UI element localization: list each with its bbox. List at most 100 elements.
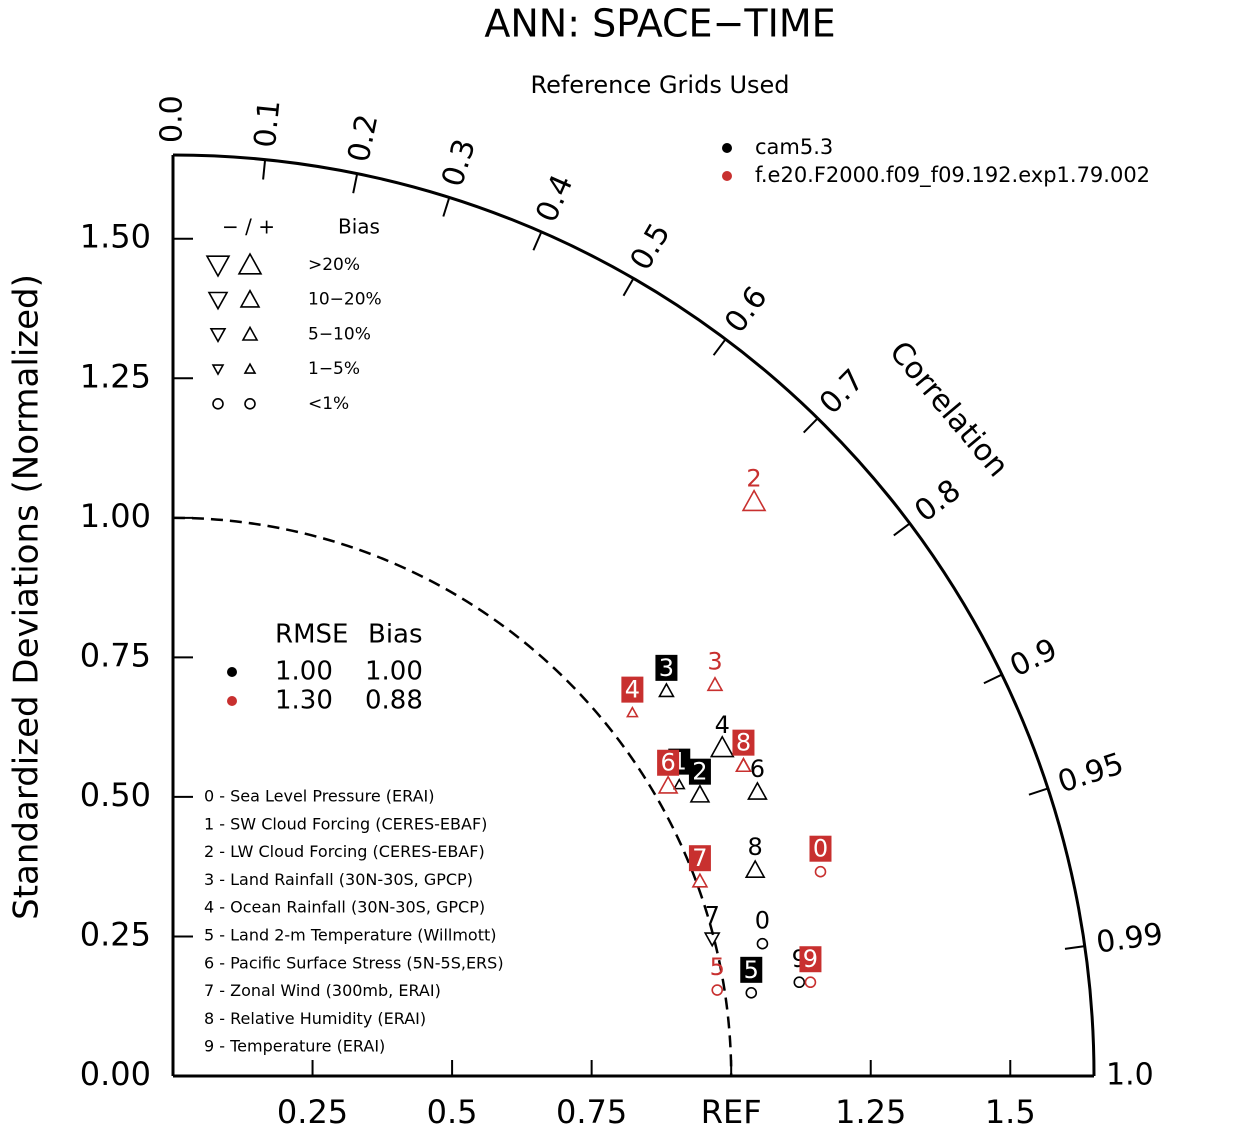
label-box — [740, 956, 763, 983]
marker — [237, 252, 263, 275]
corr-tick — [262, 159, 267, 180]
ref-arc — [172, 516, 733, 1077]
legend-dot — [722, 143, 732, 153]
stats-header: RMSE — [275, 620, 348, 650]
marker — [709, 735, 735, 758]
marker — [207, 291, 229, 311]
point-label: 2 — [692, 758, 707, 786]
marker — [691, 872, 709, 888]
corr-tick — [983, 673, 1003, 685]
marker — [657, 775, 679, 794]
variable-entry: 6 - Pacific Surface Stress (5N-5S,ERS) — [204, 953, 504, 972]
corr-tick-label: 0.1 — [248, 98, 288, 149]
point-label: 8 — [736, 729, 751, 757]
label-box — [688, 845, 711, 872]
point-label: 9 — [803, 945, 818, 973]
point-label: 7 — [692, 844, 707, 872]
y-tick-label: 0.75 — [80, 636, 151, 674]
y-tick-label: 0.50 — [80, 776, 151, 814]
point-label: 0 — [755, 907, 770, 935]
marker — [706, 676, 724, 692]
x-tick-label: 1.25 — [835, 1093, 906, 1131]
label-box — [809, 835, 832, 862]
x-tick-label: 1.5 — [985, 1093, 1036, 1131]
bias-category: 5−10% — [308, 324, 371, 344]
corr-tick — [1064, 945, 1085, 950]
marker — [744, 859, 766, 879]
y-tick-label: 0.00 — [80, 1055, 151, 1093]
y-tick-label: 0.25 — [80, 915, 151, 953]
variable-entry: 0 - Sea Level Pressure (ERAI) — [204, 787, 434, 806]
chart-title: ANN: SPACE−TIME — [484, 2, 835, 46]
marker — [711, 984, 724, 996]
marker — [703, 932, 721, 948]
stats-value: 1.00 — [275, 657, 333, 687]
variable-entry: 3 - Land Rainfall (30N-30S, GPCP) — [204, 870, 473, 889]
corr-tick — [802, 417, 819, 434]
legend-label: cam5.3 — [755, 135, 833, 159]
corr-tick — [893, 522, 911, 537]
point-label: 3 — [707, 648, 722, 676]
marker — [735, 757, 752, 773]
point-label: 4 — [625, 676, 640, 704]
corr-tick-label: 0.9 — [1005, 632, 1063, 684]
bias-sign-header: − / + — [222, 215, 275, 239]
marker — [804, 976, 817, 989]
point-label: 8 — [748, 833, 763, 861]
corr-tick-label: 0.95 — [1054, 746, 1128, 800]
point-label: 4 — [715, 711, 730, 739]
point-label: 6 — [750, 755, 765, 783]
variable-entry: 8 - Relative Humidity (ERAI) — [204, 1009, 426, 1028]
marker — [211, 364, 225, 376]
marker — [241, 325, 259, 341]
corr-tick-label: 1.0 — [1106, 1058, 1154, 1093]
stats-value: 1.00 — [365, 657, 423, 687]
marker — [741, 488, 767, 512]
variable-entry: 1 - SW Cloud Forcing (CERES-EBAF) — [204, 814, 487, 833]
label-box — [657, 749, 680, 776]
variable-entry: 5 - Land 2-m Temperature (Willmott) — [204, 926, 497, 945]
corr-tick-label: 0.4 — [529, 170, 580, 228]
variable-entry: 9 - Temperature (ERAI) — [204, 1037, 385, 1056]
stats-dot — [227, 696, 237, 706]
legend-dot — [722, 171, 732, 181]
point-label: 3 — [659, 654, 674, 682]
corr-tick-label: 0.99 — [1094, 917, 1165, 961]
x-tick-label: REF — [701, 1093, 762, 1131]
label-box — [732, 729, 755, 756]
bias-header: Bias — [338, 215, 380, 239]
marker — [793, 976, 806, 989]
corr-tick — [352, 173, 359, 194]
point-label: 5 — [710, 953, 725, 981]
marker — [244, 397, 256, 410]
y-tick-label: 1.25 — [80, 357, 151, 395]
stats-header: Bias — [368, 620, 423, 650]
marker — [626, 705, 639, 718]
variable-entry: 4 - Ocean Rainfall (30N-30S, GPCP) — [204, 898, 485, 917]
corr-tick — [532, 231, 543, 251]
variable-entry: 7 - Zonal Wind (300mb, ERAI) — [204, 981, 441, 1000]
point-label: 5 — [744, 956, 759, 984]
corr-tick-label: 0.7 — [813, 363, 871, 422]
bias-category: 1−5% — [308, 359, 360, 379]
x-tick-label: 0.5 — [427, 1093, 478, 1131]
correlation-label: Correlation — [882, 335, 1015, 484]
marker — [756, 937, 769, 950]
label-box — [799, 946, 822, 973]
point-label: 7 — [705, 902, 720, 930]
variable-entry: 2 - LW Cloud Forcing (CERES-EBAF) — [204, 842, 485, 861]
marker — [672, 777, 686, 790]
corr-tick — [1028, 787, 1049, 796]
corr-tick-label: 0.2 — [341, 111, 385, 165]
corr-tick-label: 0.5 — [623, 217, 677, 276]
bias-category: <1% — [308, 394, 349, 414]
label-box — [621, 676, 644, 703]
point-label: 6 — [660, 749, 675, 777]
x-tick-label: 0.75 — [556, 1093, 627, 1131]
marker — [209, 327, 227, 344]
corr-tick-label: 0.8 — [908, 473, 967, 530]
stats-value: 0.88 — [365, 686, 423, 716]
bias-category: >20% — [308, 255, 360, 275]
corr-tick — [442, 197, 451, 217]
